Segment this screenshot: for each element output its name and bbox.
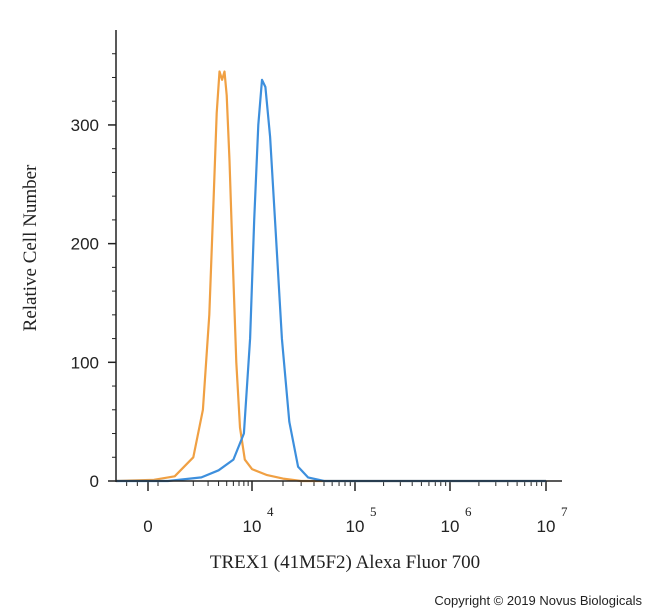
x-tick-label: 10 [537, 517, 556, 536]
x-tick-exponent: 4 [267, 504, 274, 519]
x-tick-label: 10 [441, 517, 460, 536]
y-axis-label: Relative Cell Number [20, 164, 41, 331]
y-tick-label: 300 [71, 116, 99, 135]
x-tick-label: 0 [143, 517, 152, 536]
x-tick-exponent: 6 [465, 504, 472, 519]
x-tick-label: 10 [346, 517, 365, 536]
y-tick-label: 200 [71, 235, 99, 254]
y-tick-label: 0 [90, 472, 99, 491]
x-axis-label: TREX1 (41M5F2) Alexa Fluor 700 [210, 552, 480, 573]
x-tick-exponent: 5 [370, 504, 377, 519]
x-tick-exponent: 7 [561, 504, 568, 519]
copyright-notice: Copyright © 2019 Novus Biologicals [434, 593, 642, 608]
histogram-series-line [116, 78, 546, 483]
x-axis-ticks: 0 10 4 10 5 10 6 10 7 [126, 481, 568, 536]
y-tick-label: 100 [71, 353, 99, 372]
y-axis-ticks: 0 100 200 300 [71, 53, 116, 491]
series-layer [115, 70, 546, 483]
histogram-series-line [115, 70, 546, 483]
x-tick-label: 10 [243, 517, 262, 536]
